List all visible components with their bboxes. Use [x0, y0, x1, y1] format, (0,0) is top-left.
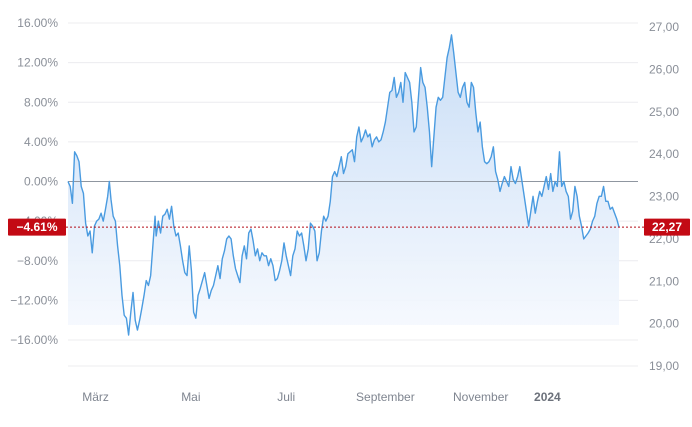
right-tick-label: 23,00 — [649, 190, 679, 204]
right-tick-label: 24,00 — [649, 147, 679, 161]
left-tick-label: −12.00% — [10, 293, 58, 307]
x-tick-label: September — [356, 390, 415, 404]
left-tick-label: 16.00% — [17, 16, 58, 30]
right-tick-label: 26,00 — [649, 62, 679, 76]
right-tick-label: 20,00 — [649, 317, 679, 331]
left-tick-label: −16.00% — [10, 333, 58, 347]
left-tick-label: 12.00% — [17, 56, 58, 70]
x-tick-label: November — [453, 390, 508, 404]
right-tick-label: 25,00 — [649, 105, 679, 119]
x-axis: März Mai Juli September November 2024 — [82, 390, 561, 404]
left-tick-label: 4.00% — [24, 135, 58, 149]
x-tick-label: Juli — [277, 390, 295, 404]
left-axis: 16.00%12.00%8.00%4.00%0.00%−4.00%−8.00%−… — [10, 16, 58, 347]
price-area-fill — [68, 34, 619, 336]
right-tick-label: 27,00 — [649, 20, 679, 34]
x-tick-label: 2024 — [534, 390, 561, 404]
left-tick-label: 0.00% — [24, 175, 58, 189]
left-tick-label: 8.00% — [24, 95, 58, 109]
price-line — [67, 34, 620, 336]
current-percent-badge: −4.61% — [8, 218, 66, 236]
x-tick-label: März — [82, 390, 109, 404]
current-percent-label: −4.61% — [16, 220, 57, 234]
current-value-badge: 22,27 — [644, 218, 690, 236]
left-tick-label: −8.00% — [17, 254, 58, 268]
current-value-label: 22,27 — [652, 220, 682, 234]
right-tick-label: 19,00 — [649, 359, 679, 373]
x-tick-label: Mai — [181, 390, 200, 404]
right-axis: 27,0026,0025,0024,0023,0022,0021,0020,00… — [649, 20, 679, 373]
right-tick-label: 21,00 — [649, 274, 679, 288]
